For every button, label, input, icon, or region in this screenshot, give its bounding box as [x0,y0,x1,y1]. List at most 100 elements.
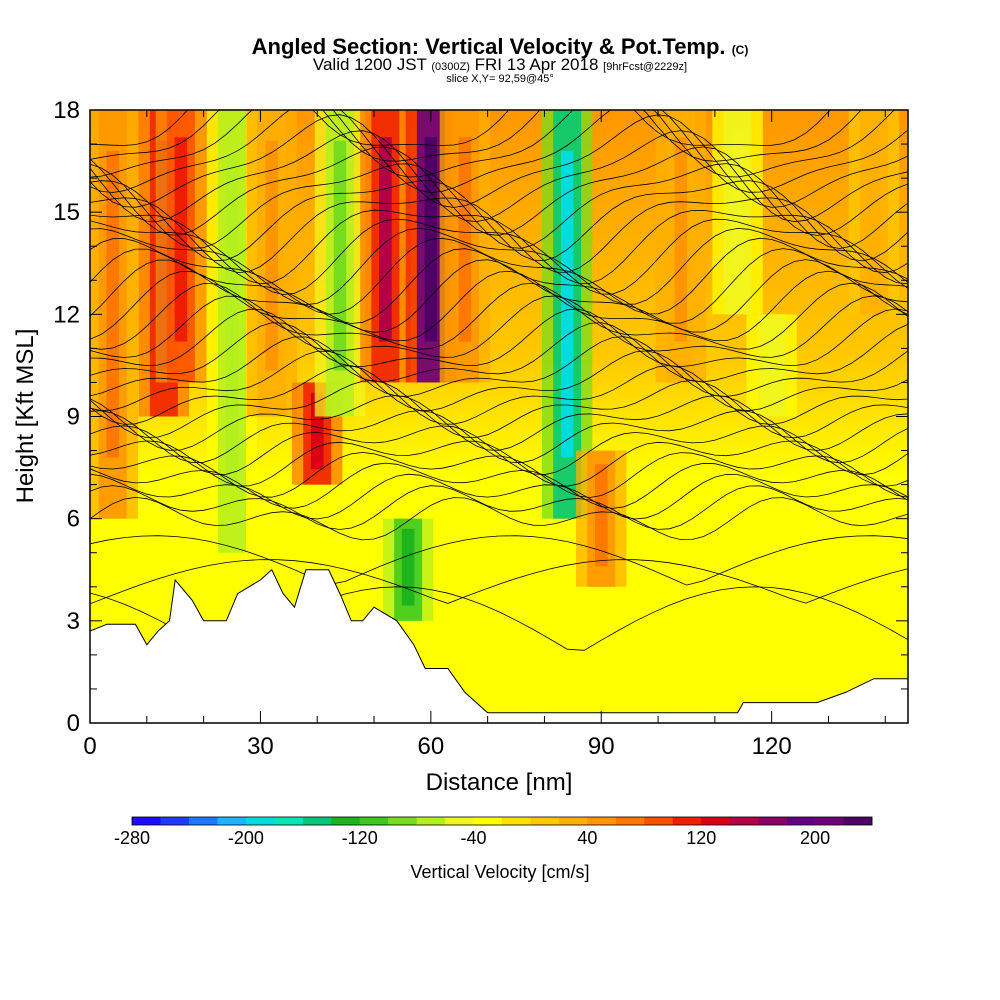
theta-contour [90,425,908,476]
colorbar-swatch [587,817,617,825]
colorbar: -280 -200 -120 -40 40 120 200 [114,816,873,848]
velocity-band [655,110,706,383]
velocity-band [382,518,434,621]
velocity-band [360,110,411,383]
valid-time-utc: (0300Z) [431,61,470,73]
colorbar-swatch [502,817,531,825]
colorbar-swatch [530,817,560,825]
x-tick-label: 90 [588,733,615,760]
colorbar-swatch [729,817,759,825]
slice-info: slice X,Y= 92,59@45° [446,73,554,85]
x-axis-label: Distance [nm] [426,769,573,796]
theta-contour [90,440,908,487]
colorbar-swatch [388,817,417,825]
velocity-band [292,382,343,485]
colorbar-swatch [188,817,218,825]
velocity-band-core [594,464,608,567]
theta-contour [90,130,908,223]
valid-time: Valid 1200 JST [312,55,427,74]
colorbar-swatch [473,817,503,825]
theta-contour [90,365,908,425]
theta-contour [90,197,908,274]
colorbar-swatch [331,817,360,825]
theta-contour [90,110,895,178]
velocity-band [206,110,258,553]
theta-contour [90,114,908,208]
colorbar-swatch [843,817,873,825]
colorbar-swatch [615,817,645,825]
valid-date: FRI 13 Apr 2018 [474,55,599,74]
velocity-band-core [401,528,415,606]
theta-contour [90,485,908,530]
velocity-band-core [731,130,744,284]
colorbar-swatch [217,817,247,825]
chart-title-block: Angled Section: Vertical Velocity & Pot.… [0,36,1000,85]
chart-title-text: Angled Section: Vertical Velocity & Pot.… [251,34,726,59]
y-tick-label: 15 [53,199,80,226]
velocity-band [246,110,297,417]
x-tick-label: 0 [83,733,96,760]
theta-contour [90,559,908,605]
chart-title-units: (C) [731,43,749,57]
colorbar-swatch [558,817,588,825]
velocity-band-core [174,137,188,342]
theta-contour [90,248,908,324]
chart-subtitle: Valid 1200 JST (0300Z) FRI 13 Apr 2018 [… [0,56,1000,73]
velocity-band [848,110,900,315]
colorbar-swatch [302,817,332,825]
theta-contour [90,282,908,350]
colorbar-title: Vertical Velocity [cm/s] [410,862,590,882]
theta-contour [90,110,832,146]
y-axis-label: Height [Kft MSL] [12,329,39,504]
colorbar-swatch [672,817,702,825]
theta-contour [90,295,908,358]
theta-contour [90,410,908,464]
colorbar-tick-label: -200 [228,828,264,848]
colorbar-swatch [160,817,190,825]
terrain [90,568,908,723]
theta-contour [90,218,908,295]
velocity-band [155,110,207,383]
theta-contour [90,270,908,342]
colorbar-frame [131,816,873,826]
theta-contour [90,308,908,368]
colorbar-swatch [359,817,389,825]
theta-contour [90,322,908,383]
theta-contour [90,163,908,249]
theta-contour [90,110,862,162]
velocity-band-core [458,137,472,342]
colorbar-swatch [815,817,844,825]
y-tick-label: 0 [67,710,80,737]
x-tick-label: 30 [247,733,274,760]
x-tick-label: 60 [417,733,444,760]
colorbar-swatch [701,817,730,825]
theta-contour [90,535,908,586]
colorbar-tick-label: 40 [577,828,597,848]
y-axis: 0 3 6 9 12 15 18 [53,97,908,737]
theta-contour [90,496,908,541]
theta-contour [90,473,908,520]
theta-contour [90,462,908,509]
y-tick-label: 18 [53,97,80,124]
theta-contour [90,237,908,315]
theta-contour [90,336,908,397]
theta-contour [90,146,908,236]
forecast-info: [9hrFcst@2229z] [603,61,688,73]
colorbar-tick-label: -40 [461,828,487,848]
theta-contour [90,350,908,412]
velocity-band [439,110,491,383]
colorbar-swatch [274,817,304,825]
velocity-band-core [674,137,688,342]
potential-temperature-contours [90,110,908,652]
velocity-band [712,110,763,315]
plot-area [90,110,908,723]
colorbar-swatch [786,817,816,825]
chart-title: Angled Section: Vertical Velocity & Pot.… [0,36,1000,58]
theta-contour [90,452,908,498]
colorbar-tick-label: 120 [686,828,716,848]
y-tick-label: 6 [67,506,80,533]
velocity-band-core [265,140,279,371]
colorbar-swatch [416,817,446,825]
colorbar-tick-label: -280 [114,828,150,848]
